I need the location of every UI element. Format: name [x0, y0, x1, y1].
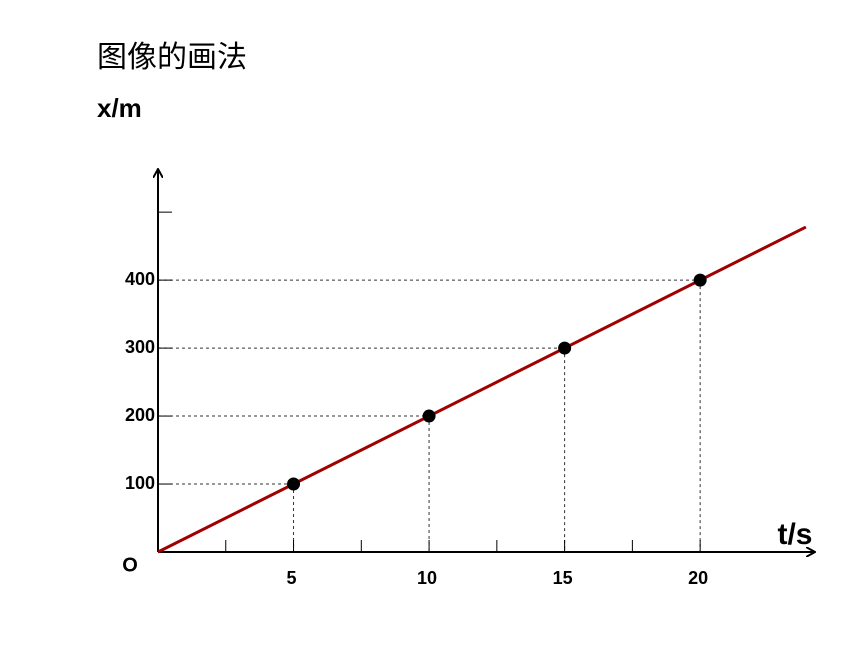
chart-title: 图像的画法 — [97, 41, 247, 74]
y-tick-label: 300 — [125, 337, 155, 357]
data-point — [558, 341, 572, 355]
y-tick-label: 400 — [125, 269, 155, 289]
y-tick-label: 200 — [125, 405, 155, 425]
y-axis-label: x/m — [97, 93, 142, 123]
data-point — [287, 477, 301, 491]
x-tick-label: 20 — [688, 568, 708, 588]
x-tick-label: 15 — [553, 568, 573, 588]
x-axis-label: t/s — [777, 518, 812, 551]
data-point — [422, 409, 436, 423]
origin-label: O — [122, 554, 138, 576]
fit-line — [157, 225, 807, 554]
data-point — [693, 273, 707, 287]
x-tick-label: 5 — [287, 568, 297, 588]
x-tick-label: 10 — [417, 568, 437, 588]
y-tick-label: 100 — [125, 473, 155, 493]
